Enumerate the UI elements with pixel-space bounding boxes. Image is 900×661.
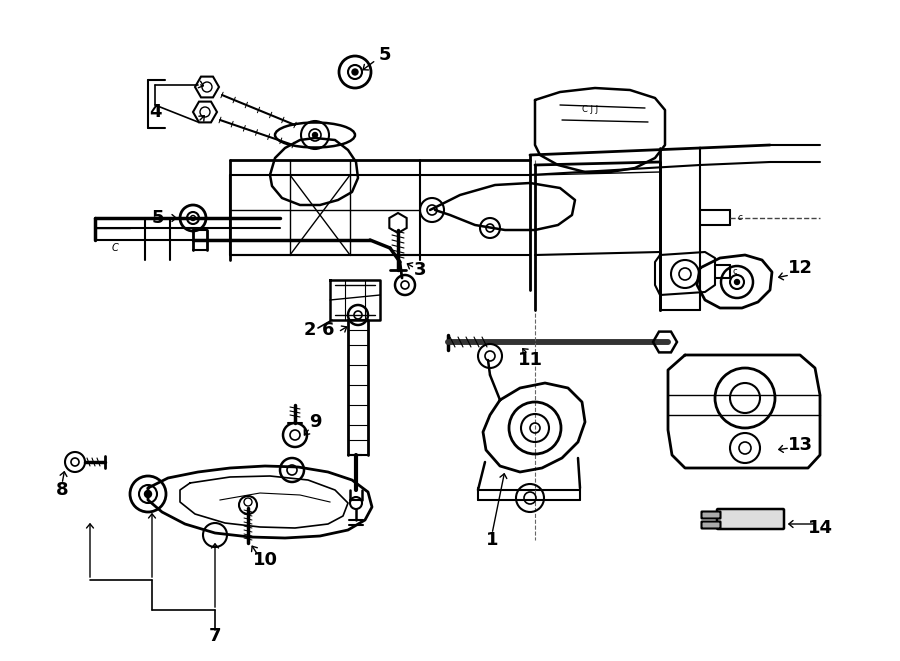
FancyBboxPatch shape <box>701 512 721 518</box>
Text: 12: 12 <box>788 259 813 277</box>
Circle shape <box>734 280 740 284</box>
Text: 4: 4 <box>148 103 161 121</box>
Text: 1: 1 <box>486 531 499 549</box>
Circle shape <box>312 132 318 137</box>
Text: 5: 5 <box>379 46 392 64</box>
Text: 13: 13 <box>788 436 813 454</box>
FancyBboxPatch shape <box>701 522 721 529</box>
Text: 8: 8 <box>56 481 68 499</box>
Text: 10: 10 <box>253 551 277 569</box>
Text: 14: 14 <box>807 519 833 537</box>
Text: c: c <box>738 214 742 223</box>
Text: 9: 9 <box>309 413 321 431</box>
Circle shape <box>352 69 358 75</box>
Circle shape <box>145 490 151 498</box>
Text: 6: 6 <box>322 321 334 339</box>
Text: C: C <box>112 243 119 253</box>
Text: 7: 7 <box>209 627 221 645</box>
Text: 2: 2 <box>304 321 316 339</box>
Text: 5: 5 <box>152 209 164 227</box>
Text: 3: 3 <box>414 261 427 279</box>
Text: C J J: C J J <box>582 106 599 114</box>
Text: 11: 11 <box>518 351 543 369</box>
FancyBboxPatch shape <box>717 509 784 529</box>
Text: c: c <box>733 268 737 276</box>
